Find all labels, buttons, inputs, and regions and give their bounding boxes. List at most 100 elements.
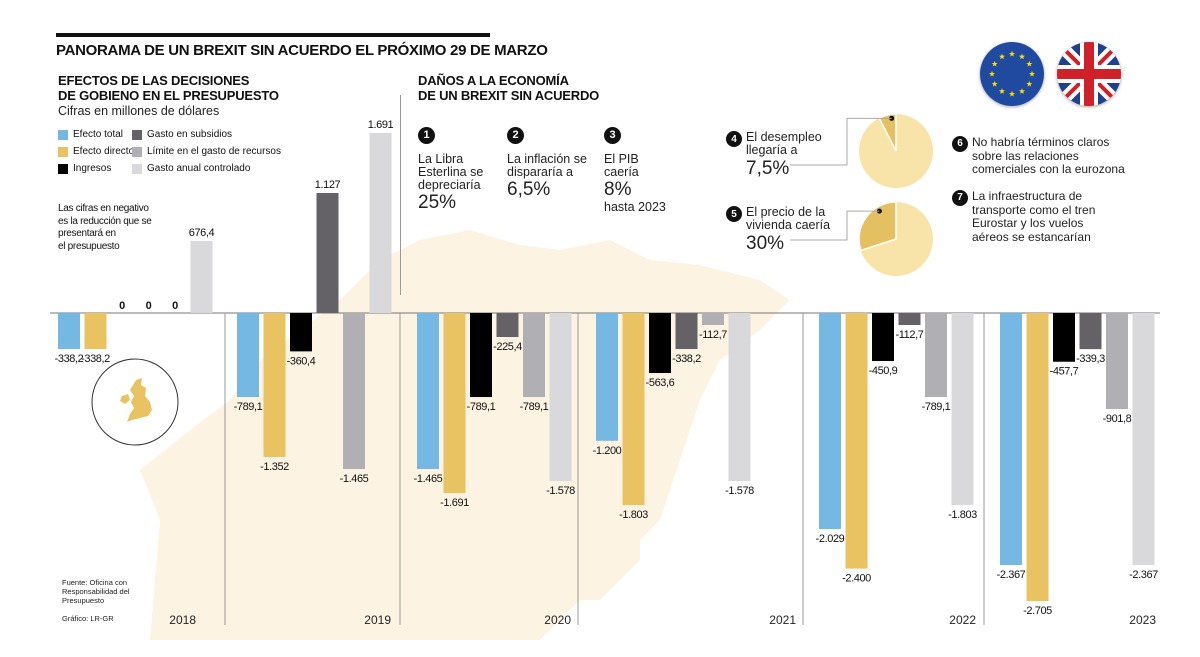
bar-gasto_subsidios-2023 <box>1079 313 1102 350</box>
bar-gasto_anual-2023 <box>1132 313 1155 566</box>
legend-item-efecto-directo: Efecto directo <box>58 146 134 157</box>
bar-efecto_total-2023 <box>1000 313 1022 566</box>
bar-efecto_total-2019 <box>237 313 259 398</box>
star-icon <box>1028 70 1036 77</box>
fact-text: La inflación se <box>507 152 587 166</box>
bar-ingresos-2022 <box>872 313 894 362</box>
legend-label: Ingresos <box>73 163 112 174</box>
bar-value-label: -1.465 <box>414 473 443 485</box>
legend-swatch <box>58 129 68 140</box>
bar-gasto_subsidios-2022 <box>898 313 921 326</box>
bar-efecto_total-2021 <box>596 313 618 441</box>
fact-value: 7,5% <box>746 158 790 179</box>
star-icon <box>998 88 1006 94</box>
legend-swatch <box>58 163 68 174</box>
fact-text: sobre las relaciones <box>972 148 1079 163</box>
graphic-credit: Gráfico: LR-GR <box>62 614 114 623</box>
fact-text: El precio de la <box>746 205 826 219</box>
bar-value-label: -338,2 <box>55 353 84 365</box>
legend-label: Efecto directo <box>73 146 135 157</box>
bar-limite_gasto-2019 <box>343 313 365 470</box>
bars-group <box>58 132 1155 602</box>
legend-item-limite-gasto: Límite en el gasto de recursos <box>132 146 281 157</box>
source-line: Fuente: Oficina con <box>62 578 128 587</box>
bar-value-label: -1.803 <box>619 509 648 521</box>
bar-gasto_subsidios-2019 <box>316 192 339 313</box>
fact-2: 2 La inflación se dispararía a 6,5% <box>507 127 597 201</box>
legend-swatch <box>58 146 68 157</box>
bar-value-label: -1.352 <box>260 461 289 473</box>
bar-value-label: -112,7 <box>699 329 727 341</box>
year-label: 2021 <box>769 613 796 627</box>
bar-gasto_anual-2022 <box>951 313 974 506</box>
bar-value-label: -2.705 <box>1023 605 1052 617</box>
year-label: 2018 <box>169 613 196 627</box>
bar-value-label: 0 <box>172 300 178 312</box>
legend-item-gasto-subsidios: Gasto en subsidios <box>132 129 232 140</box>
bar-value-label: -360,4 <box>287 355 316 367</box>
bar-value-label: -2.367 <box>997 569 1026 581</box>
year-labels-group: 2018 2019 2020 2021 2022 2023 <box>169 613 1156 627</box>
source-line: Presupuesto <box>62 596 105 605</box>
note-line: es la reducción que se <box>58 215 152 227</box>
bar-efecto_directo-2020 <box>443 313 466 494</box>
bar-efecto_directo-2021 <box>622 313 645 506</box>
fact-number-badge: 2 <box>507 127 524 144</box>
fact-1: 1 La Libra Esterlina se depreciaría 25% <box>418 127 503 214</box>
bar-efecto_directo-2023 <box>1026 313 1049 602</box>
fact-text: dispararía a <box>507 165 574 179</box>
fact-value: 25% <box>418 192 457 213</box>
section-divider <box>400 95 401 295</box>
fact-text: El desempleo <box>746 130 822 144</box>
bar-gasto_anual-2020 <box>549 313 572 482</box>
bar-value-label: 1.691 <box>368 119 394 131</box>
uk-flag-graphic <box>1057 42 1121 106</box>
bar-ingresos-2019 <box>290 313 312 352</box>
right-title-line: DE UN BREXIT SIN ACUERDO <box>418 88 600 103</box>
pie-leader-line <box>790 117 892 166</box>
legend-item-gasto-anual: Gasto anual controlado <box>132 163 250 174</box>
note-line: el presupuesto <box>58 240 120 252</box>
bar-limite_gasto-2021 <box>702 313 724 326</box>
bar-value-label: -1.465 <box>340 473 369 485</box>
top-rule <box>56 33 490 37</box>
bar-value-label: -338,2 <box>672 353 701 365</box>
bar-value-label: -450,9 <box>869 365 898 377</box>
star-icon <box>1018 53 1026 60</box>
fact-suffix: hasta 2023 <box>604 200 666 214</box>
fact-number-badge: 5 <box>726 206 742 222</box>
bar-value-label: -1.691 <box>440 497 469 509</box>
fact-text: Esterlina se <box>418 165 484 179</box>
legend-label: Gasto anual controlado <box>147 163 251 174</box>
source-note: Fuente: Oficina con Responsabilidad del … <box>62 578 152 605</box>
bar-value-label: -789,1 <box>467 401 496 413</box>
bar-ingresos-2020 <box>470 313 492 398</box>
bar-gasto_subsidios-2021 <box>675 313 698 350</box>
fact-text: transporte como el tren <box>972 202 1096 217</box>
bar-value-label: -1.803 <box>948 509 977 521</box>
fact-number-badge: 6 <box>952 136 968 152</box>
fact-text: comerciales con la eurozona <box>972 162 1125 176</box>
bar-gasto_anual-2021 <box>728 313 751 482</box>
fact-value: 8% <box>604 179 632 200</box>
bar-value-label: -1.200 <box>593 445 622 457</box>
year-label: 2022 <box>949 613 976 627</box>
eu-flag-icon <box>980 42 1044 106</box>
bar-limite_gasto-2022 <box>925 313 947 398</box>
fact-text: No habría términos claros <box>972 135 1110 149</box>
fact-4: 4 El desempleo llegaría a 7,5% <box>726 130 846 181</box>
fact-text: La Libra <box>418 152 464 166</box>
bar-gasto_anual-2019 <box>369 132 392 313</box>
bar-limite_gasto-2020 <box>523 313 545 398</box>
fact-text: aéreos se estancarían <box>972 229 1091 244</box>
bar-value-label: -789,1 <box>520 401 549 413</box>
bar-value-label: -789,1 <box>234 401 263 413</box>
bar-value-label: 676,4 <box>189 227 215 239</box>
fact-text: caería <box>604 165 639 179</box>
bar-value-label: -339,3 <box>1076 353 1105 365</box>
left-section-title: EFECTOS DE LAS DECISIONES DE GOBIENO EN … <box>58 73 279 103</box>
bar-labels-group: -338,2-338,20 0 0676,4-789,1-1.352-360,41.… <box>55 119 1159 617</box>
fact-text: vivienda caería <box>746 218 831 232</box>
fact-text: La infraestructura de <box>972 189 1083 203</box>
